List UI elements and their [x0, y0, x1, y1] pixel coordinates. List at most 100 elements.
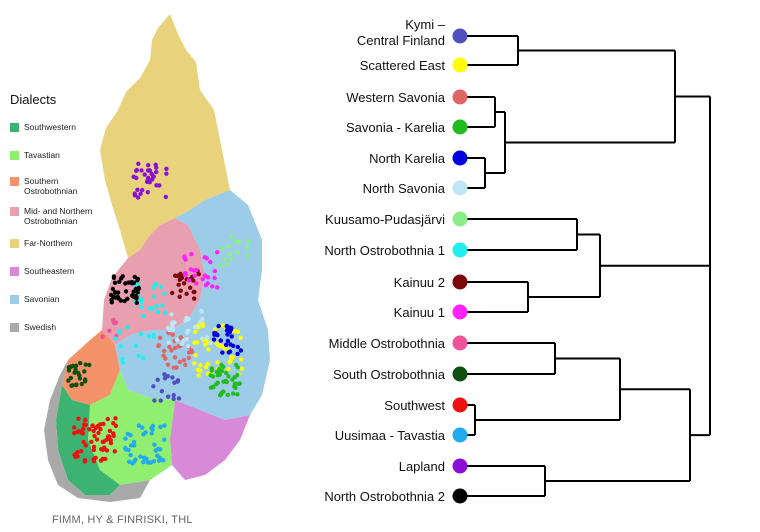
sample-dot — [198, 363, 203, 368]
sample-dot — [166, 340, 171, 345]
sample-dot — [154, 169, 159, 175]
sample-dot — [171, 393, 176, 398]
leaf-label: Uusimaa - Tavastia — [335, 428, 446, 443]
legend-swatch — [10, 207, 19, 216]
leaf-label: Scattered East — [360, 58, 446, 73]
sample-dot — [233, 239, 238, 244]
finland-dialect-map-panel: Dialects Southwestern Tavastian Southern O… — [0, 0, 300, 532]
sample-dot — [145, 460, 151, 465]
sample-dot — [156, 343, 161, 349]
sample-dot — [245, 253, 251, 259]
sample-dot — [132, 193, 138, 198]
sample-dot — [176, 396, 182, 401]
legend-swatch — [10, 239, 19, 248]
sample-dot — [165, 362, 171, 367]
finland-map — [44, 14, 270, 502]
sample-dot — [216, 323, 221, 329]
sample-dot — [170, 332, 175, 337]
sample-dot — [141, 459, 146, 465]
sample-dot — [178, 288, 183, 293]
sample-dot — [165, 374, 170, 379]
sample-dot — [151, 285, 156, 290]
sample-dot — [215, 380, 220, 385]
sample-dot — [162, 423, 167, 428]
sample-dot — [139, 168, 144, 173]
leaf-label: Kuusamo-Pudasjärvi — [325, 212, 445, 227]
sample-dot — [152, 442, 157, 447]
sample-dot — [123, 436, 128, 441]
sample-dot — [117, 279, 122, 284]
sample-dot — [111, 431, 116, 436]
sample-dot — [238, 357, 244, 362]
sample-dot — [112, 449, 118, 454]
sample-dot — [227, 252, 233, 257]
sample-dot — [154, 183, 159, 188]
sample-dot — [75, 450, 80, 455]
legend-label: Southwestern — [24, 122, 76, 132]
sample-dot — [164, 171, 169, 176]
sample-dot — [152, 398, 157, 403]
sample-dot — [120, 357, 125, 362]
sample-dot — [134, 167, 140, 173]
sample-dot — [110, 286, 116, 292]
sample-dot — [177, 294, 182, 299]
legend-label: Savonian — [24, 294, 60, 304]
sample-dot — [214, 369, 220, 374]
sample-dot — [230, 391, 236, 396]
sample-dot — [146, 334, 151, 339]
leaf-label: North Karelia — [369, 151, 446, 166]
legend-label: Southeastern — [24, 266, 75, 276]
sample-dot — [193, 353, 198, 358]
sample-dot — [223, 378, 229, 384]
sample-dot — [215, 285, 220, 290]
sample-dot — [139, 304, 144, 310]
sample-dot — [235, 372, 240, 378]
sample-dot — [203, 365, 209, 370]
sample-dot — [221, 389, 226, 394]
leaf-label: Middle Ostrobothnia — [329, 336, 446, 351]
sample-dot — [209, 366, 214, 371]
sample-dot — [151, 174, 156, 179]
sample-dot — [220, 350, 225, 355]
sample-dot — [205, 335, 210, 340]
leaf-label: Lapland — [399, 459, 445, 474]
sample-dot — [220, 364, 226, 369]
sample-dot — [230, 343, 236, 348]
leaf-dot — [452, 488, 468, 504]
sample-dot — [139, 297, 145, 302]
sample-dot — [208, 373, 213, 378]
sample-dot — [79, 430, 84, 435]
sample-dot — [244, 245, 249, 250]
sample-dot — [217, 372, 222, 377]
legend-swatch — [10, 267, 19, 276]
sample-dot — [170, 325, 175, 331]
sample-dot — [189, 251, 194, 257]
sample-dot — [195, 340, 200, 345]
sample-dot — [235, 392, 240, 397]
sample-dot — [175, 379, 180, 384]
sample-dot — [140, 187, 145, 193]
sample-dot — [200, 336, 205, 341]
sample-dot — [162, 291, 167, 296]
sample-dot — [141, 356, 146, 361]
sample-dot — [162, 372, 167, 377]
sample-dot — [75, 454, 80, 459]
sample-dot — [203, 282, 209, 288]
sample-dot — [170, 320, 176, 325]
leaf-dot — [452, 335, 468, 351]
sample-dot — [150, 306, 155, 311]
sample-dot — [196, 272, 201, 277]
leaf-dot — [452, 150, 468, 166]
sample-dot — [94, 437, 100, 442]
sample-dot — [158, 447, 163, 452]
sample-dot — [100, 447, 106, 452]
sample-dot — [158, 284, 164, 290]
sample-dot — [170, 290, 175, 296]
leaf-label: North Ostrobothnia 1 — [324, 243, 445, 258]
sample-dot — [170, 375, 175, 380]
sample-dot — [226, 244, 231, 249]
legend-swatch — [10, 295, 19, 304]
sample-dot — [236, 239, 242, 245]
sample-dot — [154, 165, 159, 170]
sample-dot — [111, 275, 117, 280]
